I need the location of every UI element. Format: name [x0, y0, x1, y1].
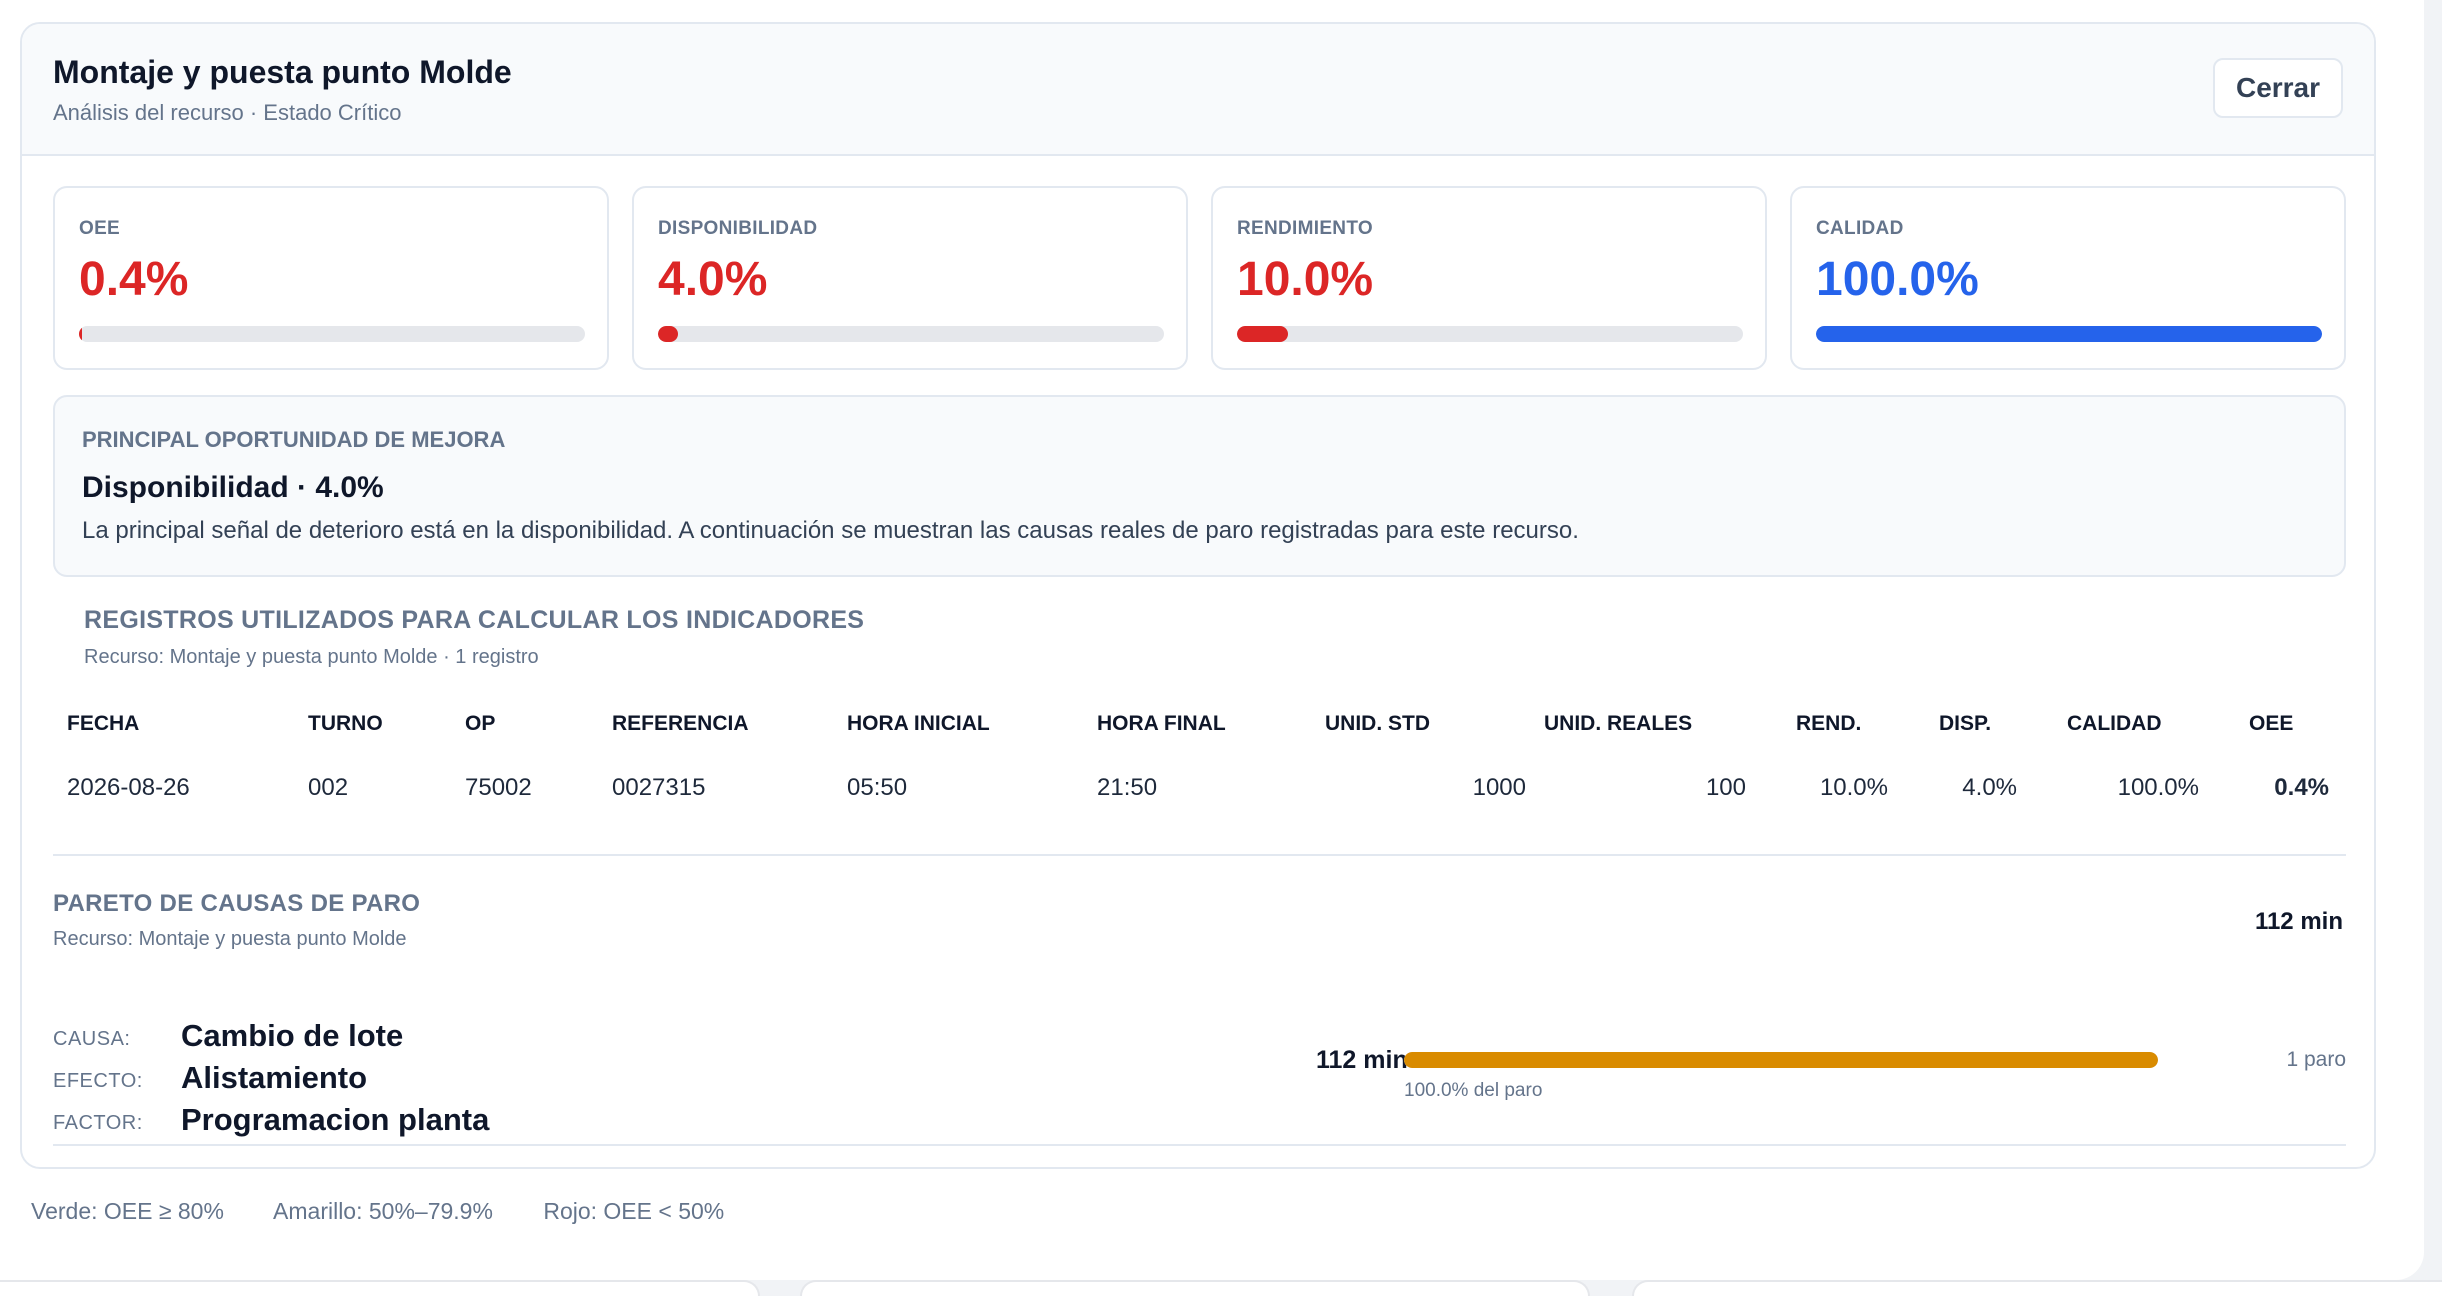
kpi-card-rendimiento: RENDIMIENTO 10.0% [1211, 186, 1767, 370]
kpi-progress-bar [1237, 326, 1743, 342]
column-header-unid-reales: UNID. REALES [1544, 712, 1693, 735]
efecto-label: EFECTO: [53, 1070, 143, 1092]
table-cell-calidad: 100.0% [2117, 774, 2199, 801]
table-cell-oee: 0.4% [2274, 774, 2329, 801]
table-cell-disp: 4.0% [1962, 774, 2017, 801]
opportunity-description: La principal señal de deterioro está en … [82, 517, 1579, 544]
table-cell-hora-inicial: 05:50 [847, 774, 908, 801]
factor-value: Programacion planta [181, 1102, 490, 1137]
opportunity-label: PRINCIPAL OPORTUNIDAD DE MEJORA [82, 427, 506, 452]
column-header-hora-inicial: HORA INICIAL [847, 712, 990, 735]
kpi-progress-fill [1237, 326, 1288, 342]
kpi-card-oee: OEE 0.4% [53, 186, 609, 370]
pareto-cause-row: CAUSA: Cambio de lote EFECTO: Alistamien… [53, 990, 2346, 1146]
column-header-hora-final: HORA FINAL [1097, 712, 1226, 735]
panel-subtitle: Análisis del recurso · Estado Crítico [53, 100, 402, 125]
kpi-progress-fill [658, 326, 679, 342]
close-button[interactable]: Cerrar [2213, 58, 2343, 118]
kpi-card-disponibilidad: DISPONIBILIDAD 4.0% [632, 186, 1188, 370]
column-header-unid-std: UNID. STD [1325, 712, 1430, 735]
cause-share-label: 100.0% del paro [1404, 1080, 1543, 1101]
cause-minutes: 112 min [1316, 1046, 1408, 1074]
cause-share-bar [1404, 1052, 2158, 1068]
pareto-section-title: PARETO DE CAUSAS DE PARO [53, 890, 421, 917]
background-card [800, 1280, 1590, 1296]
kpi-label: CALIDAD [1816, 218, 1904, 239]
background-card [0, 1280, 760, 1296]
opportunity-title: Disponibilidad · 4.0% [82, 471, 384, 504]
column-header-rend: REND. [1796, 712, 1862, 735]
table-cell-op: 75002 [465, 774, 532, 801]
table-cell-rend: 10.0% [1819, 774, 1888, 801]
kpi-value: 4.0% [658, 253, 768, 306]
kpi-progress-bar [79, 326, 585, 342]
improvement-opportunity-card: PRINCIPAL OPORTUNIDAD DE MEJORA Disponib… [53, 395, 2346, 577]
section-divider [53, 854, 2346, 856]
legend-red: Rojo: OEE < 50% [543, 1198, 725, 1224]
kpi-label: OEE [79, 218, 121, 239]
legend-yellow: Amarillo: 50%–79.9% [273, 1198, 493, 1224]
table-cell-hora-final: 21:50 [1097, 774, 1158, 801]
table-cell-turno: 002 [308, 774, 349, 801]
background-cards-edge [0, 1280, 2442, 1296]
column-header-disp: DISP. [1939, 712, 1992, 735]
table-cell-unid-std: 1000 [1472, 774, 1526, 801]
records-section-subtitle: Recurso: Montaje y puesta punto Molde · … [84, 646, 539, 668]
kpi-progress-bar [658, 326, 1164, 342]
kpi-progress-bar [1816, 326, 2322, 342]
table-cell-fecha: 2026-08-26 [67, 774, 190, 801]
table-cell-referencia: 0027315 [612, 774, 706, 801]
cause-share-fill [1404, 1052, 2158, 1068]
causa-label: CAUSA: [53, 1028, 131, 1050]
kpi-value: 100.0% [1816, 253, 1979, 306]
kpi-progress-fill [1816, 326, 2322, 342]
panel-title: Montaje y puesta punto Molde [53, 54, 512, 90]
efecto-value: Alistamiento [181, 1060, 368, 1095]
records-section-title: REGISTROS UTILIZADOS PARA CALCULAR LOS I… [84, 606, 865, 634]
panel-header: Montaje y puesta punto Molde Análisis de… [22, 24, 2374, 156]
pareto-section-subtitle: Recurso: Montaje y puesta punto Molde [53, 928, 407, 950]
kpi-progress-fill [79, 326, 83, 342]
column-header-oee: OEE [2249, 712, 2294, 735]
oee-color-legend: Verde: OEE ≥ 80% Amarillo: 50%–79.9% Roj… [31, 1198, 768, 1225]
kpi-row: OEE 0.4% DISPONIBILIDAD 4.0% RENDIMIENTO… [53, 186, 2346, 370]
factor-label: FACTOR: [53, 1112, 143, 1134]
background-card [1632, 1280, 2442, 1296]
kpi-card-calidad: CALIDAD 100.0% [1790, 186, 2346, 370]
cause-stop-count: 1 paro [2286, 1048, 2346, 1071]
legend-green: Verde: OEE ≥ 80% [31, 1198, 224, 1224]
kpi-label: RENDIMIENTO [1237, 218, 1373, 239]
causa-value: Cambio de lote [181, 1018, 404, 1053]
kpi-value: 0.4% [79, 253, 189, 306]
column-header-calidad: CALIDAD [2067, 712, 2162, 735]
column-header-turno: TURNO [308, 712, 383, 735]
pareto-total-minutes: 112 min [2254, 908, 2343, 935]
column-header-op: OP [465, 712, 496, 735]
kpi-value: 10.0% [1237, 253, 1374, 306]
column-header-referencia: REFERENCIA [612, 712, 749, 735]
table-cell-unid-reales: 100 [1705, 774, 1746, 801]
column-header-fecha: FECHA [67, 712, 140, 735]
resource-detail-panel: Montaje y puesta punto Molde Análisis de… [20, 22, 2376, 1169]
kpi-label: DISPONIBILIDAD [658, 218, 818, 239]
